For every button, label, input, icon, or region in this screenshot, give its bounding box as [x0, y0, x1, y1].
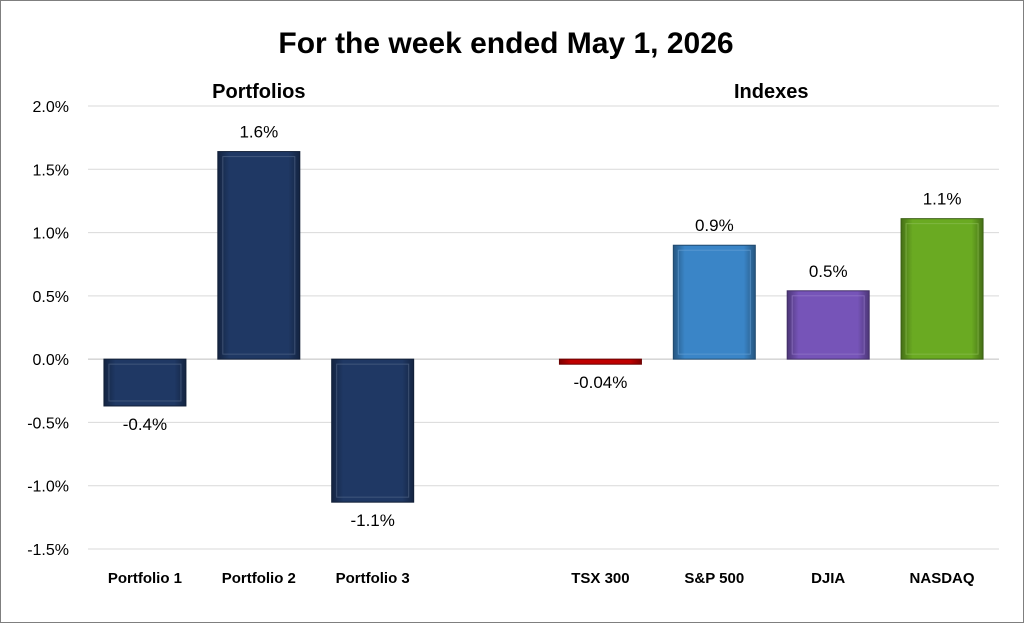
bar-bevel	[222, 156, 296, 355]
y-tick-label: -1.5%	[27, 542, 69, 559]
bars	[103, 151, 984, 503]
x-category-label: Portfolio 3	[336, 570, 410, 587]
x-category-label: S&P 500	[684, 570, 744, 587]
bar	[558, 358, 642, 365]
x-category-label: NASDAQ	[910, 570, 975, 587]
x-axis-category-labels: Portfolio 1 Portfolio 2 Portfolio 3 TSX 300…	[108, 570, 975, 587]
data-labels: -0.4% 1.6% -1.1% -0.04% 0.9% 0.5% 1.1%	[123, 123, 962, 531]
data-label: -0.4%	[123, 415, 167, 434]
bar	[331, 358, 415, 503]
chart-title: For the week ended May 1, 2026	[278, 27, 733, 60]
y-tick-label: 2.0%	[33, 99, 69, 116]
data-label: 0.9%	[695, 216, 734, 235]
y-tick-label: 0.0%	[33, 352, 69, 369]
y-tick-label: 1.5%	[33, 162, 69, 179]
y-tick-label: 1.0%	[33, 226, 69, 243]
bar-bevel	[677, 249, 751, 355]
bar-bevel	[336, 363, 410, 498]
y-tick-label: 0.5%	[33, 289, 69, 306]
data-label: 0.5%	[809, 262, 848, 281]
bar-bevel	[791, 295, 865, 355]
bar-bevel	[108, 363, 182, 402]
data-label: -0.04%	[574, 373, 628, 392]
data-label: -1.1%	[350, 511, 394, 530]
group-labels: Portfolios Indexes	[212, 81, 808, 103]
x-category-label: Portfolio 1	[108, 570, 182, 587]
y-tick-label: -0.5%	[27, 415, 69, 432]
bar	[786, 290, 870, 360]
group-label: Portfolios	[212, 81, 305, 103]
bar-bevel	[905, 223, 979, 355]
bar	[217, 151, 301, 360]
data-label: 1.6%	[239, 123, 278, 142]
bar	[103, 358, 187, 407]
group-label: Indexes	[734, 81, 808, 103]
y-tick-label: -1.0%	[27, 479, 69, 496]
x-category-label: TSX 300	[571, 570, 629, 587]
y-axis-tick-labels: 2.0% 1.5% 1.0% 0.5% 0.0% -0.5% -1.0% -1.5%	[27, 99, 69, 559]
x-category-label: DJIA	[811, 570, 845, 587]
bar	[900, 218, 984, 360]
bar	[672, 244, 756, 360]
data-label: 1.1%	[923, 190, 962, 209]
x-category-label: Portfolio 2	[222, 570, 296, 587]
